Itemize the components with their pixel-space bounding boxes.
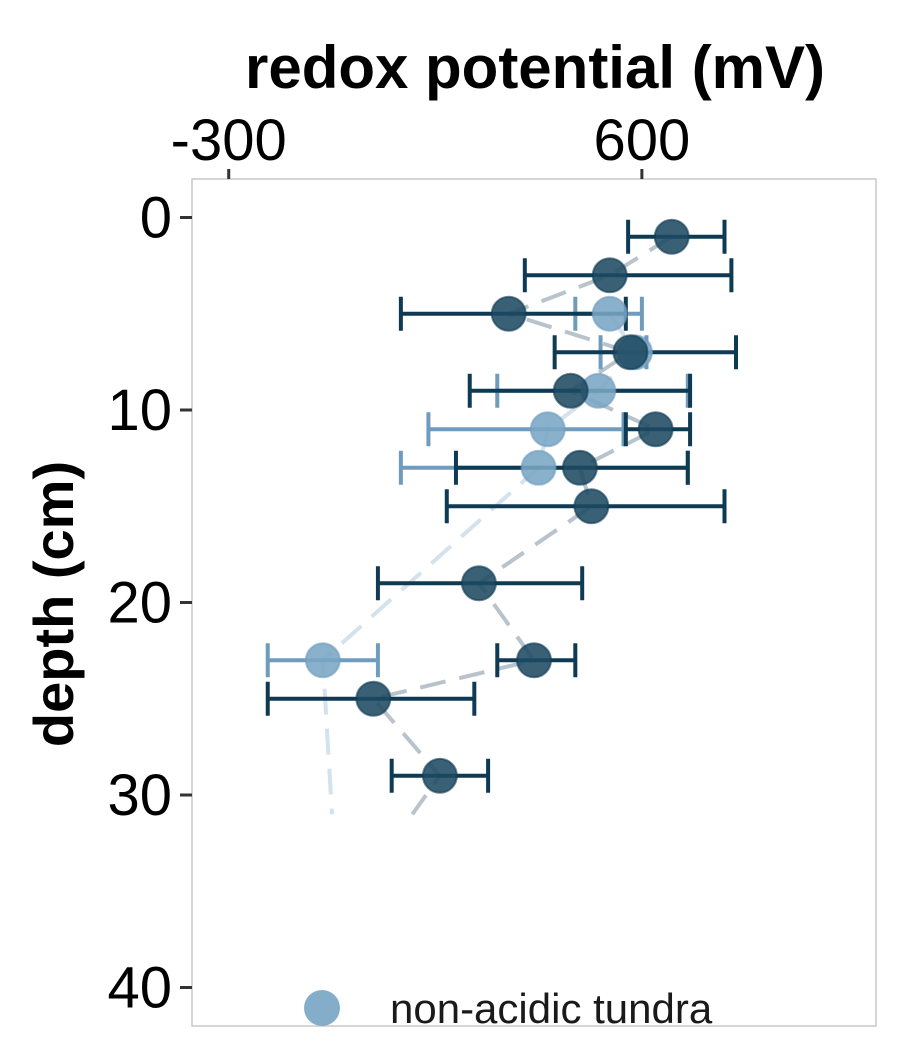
data-point-dark <box>591 257 628 294</box>
legend-swatch <box>304 990 340 1026</box>
y-tick-label: 0 <box>140 186 172 251</box>
data-point-dark <box>637 411 674 448</box>
data-point-light <box>591 295 628 332</box>
data-point-light <box>520 449 557 486</box>
error-bar <box>522 258 734 293</box>
data-point-dark <box>490 295 527 332</box>
data-point-light <box>529 411 566 448</box>
data-point-dark <box>561 449 598 486</box>
y-axis-label: depth (cm) <box>22 461 85 747</box>
data-point-dark <box>460 565 497 602</box>
error-bar <box>426 412 626 447</box>
axes: -300 600 0 10 20 30 40 <box>107 108 690 1021</box>
data-point-dark <box>516 642 552 679</box>
data-point-dark <box>653 218 690 255</box>
y-tick-label: 40 <box>107 956 172 1021</box>
panel-border <box>191 178 877 1027</box>
x-tick-label: 600 <box>593 108 690 173</box>
data-point-dark <box>355 680 392 717</box>
y-tick-label: 20 <box>107 571 172 636</box>
data-point-light <box>304 642 341 679</box>
data-points <box>304 218 690 794</box>
data-point-dark <box>573 488 610 525</box>
legend: non-acidic tundra <box>304 985 713 1032</box>
y-tick-label: 10 <box>107 378 172 443</box>
chart-title: redox potential (mV) <box>245 34 825 101</box>
plot-panel <box>191 178 877 1027</box>
y-tick-label: 30 <box>107 763 172 828</box>
x-tick-label: -300 <box>171 108 287 173</box>
legend-label: non-acidic tundra <box>390 985 713 1032</box>
data-point-dark <box>612 334 649 371</box>
data-point-dark <box>552 372 589 409</box>
data-point-dark <box>421 757 458 794</box>
